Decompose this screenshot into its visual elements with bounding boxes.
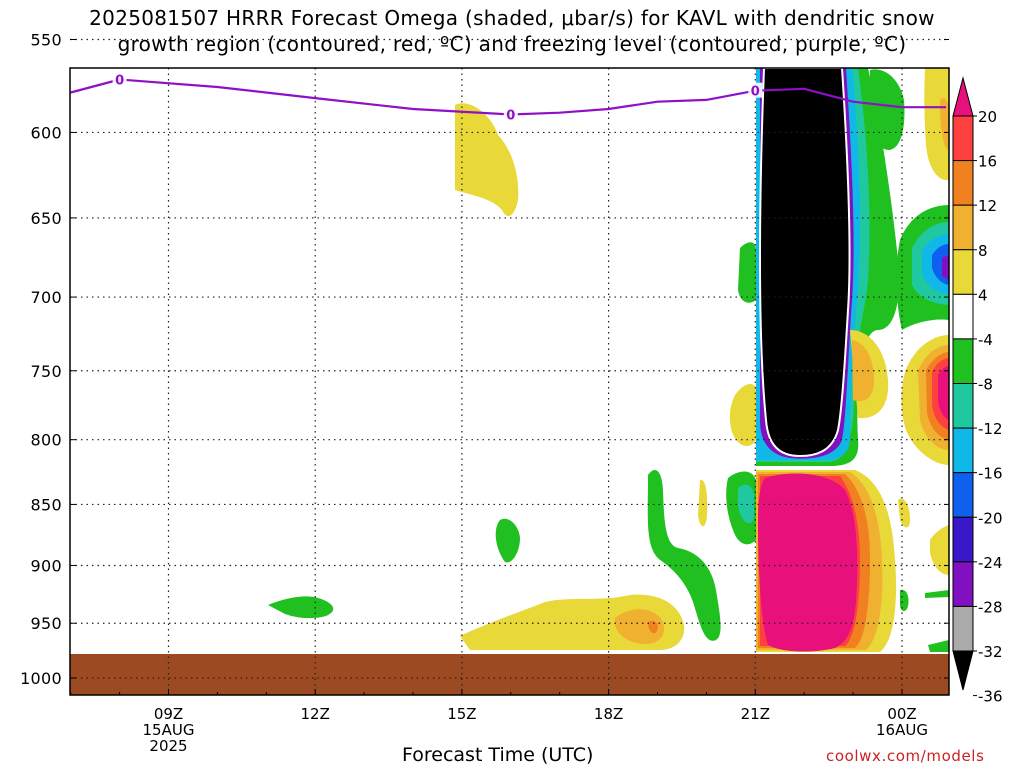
ytick-label-850: 850 [31, 495, 62, 514]
omega-area-orange2-19z [648, 620, 658, 634]
x-axis-label: Forecast Time (UTC) [402, 744, 594, 766]
omega-area-yellow-15z-upper [455, 103, 519, 217]
xtick-label-21Z: 21Z [741, 705, 770, 723]
omega-area-orange-right-top [940, 98, 949, 150]
colorbar-label--8: -8 [978, 376, 993, 394]
ytick-label-900: 900 [31, 556, 62, 575]
omega-area-yellow-21z-left [729, 384, 756, 447]
colorbar-label-20: 20 [978, 108, 997, 126]
colorbar-label--20: -20 [978, 509, 1003, 527]
colorbar-top-arrow [952, 76, 974, 117]
colorbar-bin-4 [952, 293, 974, 340]
colorbar-label-12: 12 [978, 197, 997, 215]
contour-label-bg [503, 106, 518, 122]
colorbar-label-4: 4 [978, 286, 988, 304]
chart-title-line1: 2025081507 HRRR Forecast Omega (shaded, … [89, 6, 935, 30]
credit-link[interactable]: coolwx.com/models [826, 747, 985, 765]
colorbar-label-8: 8 [978, 242, 988, 260]
colorbar-bin-6 [952, 383, 974, 429]
omega-area-green-right-850 [900, 589, 909, 612]
ytick-label-600: 600 [31, 123, 62, 142]
y-axis: 2503003504004505005506006507007508008509… [20, 31, 949, 688]
omega-area-yellow-right-850 [898, 498, 910, 528]
colorbar-bin-11 [952, 605, 974, 652]
colorbar-label--32: -32 [978, 643, 1003, 661]
terrain-ground [70, 654, 949, 695]
omega-area-orange-19z [614, 609, 665, 644]
colorbar-label--16: -16 [978, 465, 1003, 483]
plot-frame [69, 67, 950, 696]
xtick-label-15Z: 15Z [447, 705, 476, 723]
omega-area-yellow-right-700 [930, 525, 949, 575]
contour-label-0: 0 [506, 108, 515, 123]
xtick-label-18Z: 18Z [594, 705, 623, 723]
colorbar: 20 16 12 8 4 -4 -8 -12 -16 -20 -24 -28 -32 -36 [952, 76, 1003, 706]
colorbar-label--28: -28 [978, 598, 1003, 616]
xtick-label-09Z: 09Z [154, 705, 183, 723]
omega-area-magenta-right-low [938, 366, 949, 420]
temperature-contours: -18-18-12-12000 [70, 71, 946, 123]
colorbar-label-16: 16 [978, 153, 997, 171]
colorbar-bin-5 [952, 338, 974, 384]
colorbar-bin-10 [952, 561, 974, 607]
contour-0 [70, 78, 946, 116]
contour-label-bg [112, 71, 127, 87]
colorbar-label--36: -36 [978, 688, 1003, 706]
omega-area-green-12z [268, 596, 334, 619]
omega-area-green-right-950 [928, 640, 949, 652]
ytick-label-650: 650 [31, 209, 62, 228]
omega-area-yellow-20z [698, 479, 708, 527]
colorbar-label--4: -4 [978, 331, 993, 349]
omega-area-green-16z [495, 518, 520, 563]
contour-label-0: 0 [115, 74, 124, 89]
xtick-label-12Z: 12Z [301, 705, 330, 723]
colorbar-bin-2 [952, 204, 974, 251]
chart-grid [70, 38, 949, 695]
colorbar-label--12: -12 [978, 420, 1003, 438]
xtick-date-09Z: 15AUG [143, 721, 195, 739]
colorbar-bin-1 [952, 160, 974, 206]
xtick-date-00Z: 16AUG [876, 721, 928, 739]
chart-title-line2: growth region (contoured, red, ºC) and f… [117, 32, 907, 56]
contour-label-0: 0 [751, 85, 760, 100]
omega-shading [268, 68, 949, 652]
ytick-label-700: 700 [31, 288, 62, 307]
omega-area-purple-right-mid [942, 255, 949, 280]
colorbar-bin-0 [952, 115, 974, 162]
colorbar-bin-9 [952, 516, 974, 563]
colorbar-bottom-arrow [952, 650, 974, 691]
omega-area-black-core [758, 68, 851, 458]
omega-area-magenta-lowblock [758, 473, 858, 652]
ytick-label-750: 750 [31, 362, 62, 381]
omega-area-green-right-upper [869, 69, 905, 150]
omega-area-green-21z-top [738, 242, 756, 303]
omega-area-yellow-right-top [924, 68, 949, 181]
xtick-year-09Z: 2025 [149, 737, 187, 755]
omega-area-green-right-600 [925, 590, 949, 598]
colorbar-bin-3 [952, 249, 974, 295]
omega-area-teal-21z [738, 484, 754, 524]
colorbar-bin-7 [952, 427, 974, 474]
xtick-label-00Z: 00Z [887, 705, 916, 723]
ytick-label-950: 950 [31, 614, 62, 633]
omega-area-green-19z [647, 470, 721, 641]
colorbar-bin-8 [952, 472, 974, 518]
colorbar-label--24: -24 [978, 554, 1003, 572]
contour-label-bg [748, 82, 763, 98]
ytick-label-550: 550 [31, 31, 62, 50]
ytick-label-800: 800 [31, 431, 62, 450]
ytick-label-1000: 1000 [20, 669, 62, 688]
